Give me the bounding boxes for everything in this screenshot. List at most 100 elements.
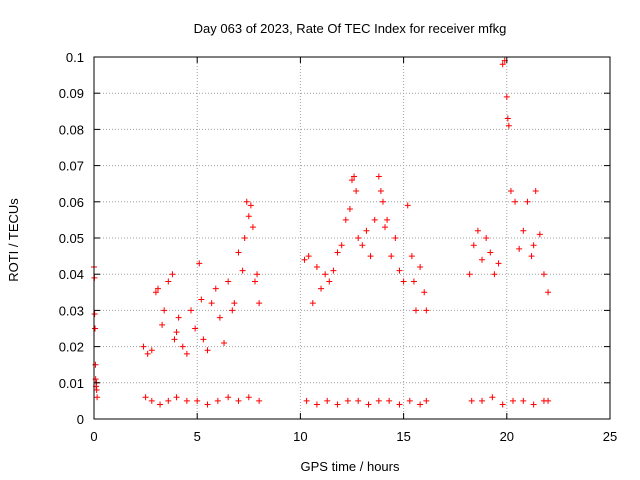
data-point (379, 198, 386, 205)
data-point (247, 202, 254, 209)
data-point (545, 397, 552, 404)
y-axis-label: ROTI / TECUs (6, 198, 21, 282)
y-tick-label: 0.03 (59, 303, 84, 318)
data-point (159, 321, 166, 328)
data-point (540, 271, 547, 278)
data-point (483, 235, 490, 241)
data-point (305, 253, 312, 260)
chart-title: Day 063 of 2023, Rate Of TEC Index for r… (194, 21, 507, 36)
data-point (235, 397, 242, 404)
data-point (388, 253, 395, 260)
data-point (183, 350, 190, 357)
data-point (400, 278, 407, 285)
data-point (404, 202, 411, 209)
data-point (520, 397, 527, 404)
data-point (173, 329, 180, 336)
data-point (468, 397, 475, 404)
y-tick-label: 0 (77, 412, 84, 427)
data-point (410, 278, 417, 285)
data-point (254, 271, 261, 278)
data-point (225, 394, 232, 401)
data-point (371, 216, 378, 223)
x-tick-label: 0 (90, 429, 97, 444)
data-point (367, 253, 374, 260)
data-point (359, 242, 366, 249)
data-point (536, 231, 543, 238)
y-tick-label: 0.01 (59, 376, 84, 391)
data-point (516, 245, 523, 252)
data-point (412, 307, 419, 314)
data-point (342, 216, 349, 223)
data-point (512, 198, 519, 205)
data-point (175, 314, 182, 321)
data-point (474, 227, 481, 234)
data-point (375, 397, 382, 404)
data-point (256, 397, 263, 404)
data-point (161, 307, 168, 314)
data-point (221, 339, 228, 346)
data-point (530, 401, 537, 408)
data-point (152, 289, 159, 296)
data-point (520, 227, 527, 234)
data-point (355, 235, 362, 241)
data-point (142, 394, 149, 401)
y-tick-label: 0.09 (59, 86, 84, 101)
data-point (303, 397, 310, 404)
data-point (423, 397, 430, 404)
data-point (396, 267, 403, 274)
data-point (495, 260, 502, 267)
y-tick-label: 0.04 (59, 267, 84, 282)
data-point (235, 249, 242, 256)
data-point (93, 387, 100, 394)
axis-ticks (93, 56, 611, 420)
tick-labels: 0 5 10 15 20 25 0 0.01 0.02 0.03 0.04 0.05 0.06 0.07 0… (59, 50, 618, 444)
data-point (198, 296, 205, 303)
data-point (144, 350, 151, 357)
data-point (487, 249, 494, 256)
data-point (545, 289, 552, 296)
x-tick-label: 5 (194, 429, 201, 444)
x-tick-label: 10 (293, 429, 307, 444)
grid-lines (94, 57, 610, 419)
data-point (256, 300, 263, 307)
data-point (154, 285, 161, 292)
data-point (530, 242, 537, 249)
data-point (470, 242, 477, 249)
data-point (423, 307, 430, 314)
data-point (421, 289, 428, 296)
data-point (346, 206, 353, 213)
data-point (489, 394, 496, 401)
data-point (318, 285, 325, 292)
data-point (229, 307, 236, 314)
data-point (94, 394, 101, 401)
data-point (417, 401, 424, 408)
data-point (524, 198, 531, 205)
data-point (91, 311, 98, 318)
data-point (479, 397, 486, 404)
data-point (251, 278, 258, 285)
data-point (499, 401, 506, 408)
y-tick-label: 0.06 (59, 195, 84, 210)
data-point (507, 187, 514, 194)
y-tick-label: 0.07 (59, 159, 84, 174)
data-point (92, 361, 99, 368)
data-point (375, 173, 382, 180)
data-point (392, 235, 399, 241)
data-point (239, 267, 246, 274)
data-point (192, 325, 199, 332)
data-point (417, 263, 424, 270)
data-point (165, 397, 172, 404)
y-tick-label: 0.1 (66, 50, 84, 65)
data-point (200, 336, 207, 343)
data-point (466, 271, 473, 278)
data-point (479, 256, 486, 263)
x-tick-label: 20 (500, 429, 514, 444)
data-point (334, 401, 341, 408)
data-point (313, 263, 320, 270)
data-point (349, 177, 355, 184)
data-point (396, 401, 403, 408)
data-point (365, 401, 372, 408)
data-point (309, 300, 316, 307)
data-point (171, 336, 178, 343)
